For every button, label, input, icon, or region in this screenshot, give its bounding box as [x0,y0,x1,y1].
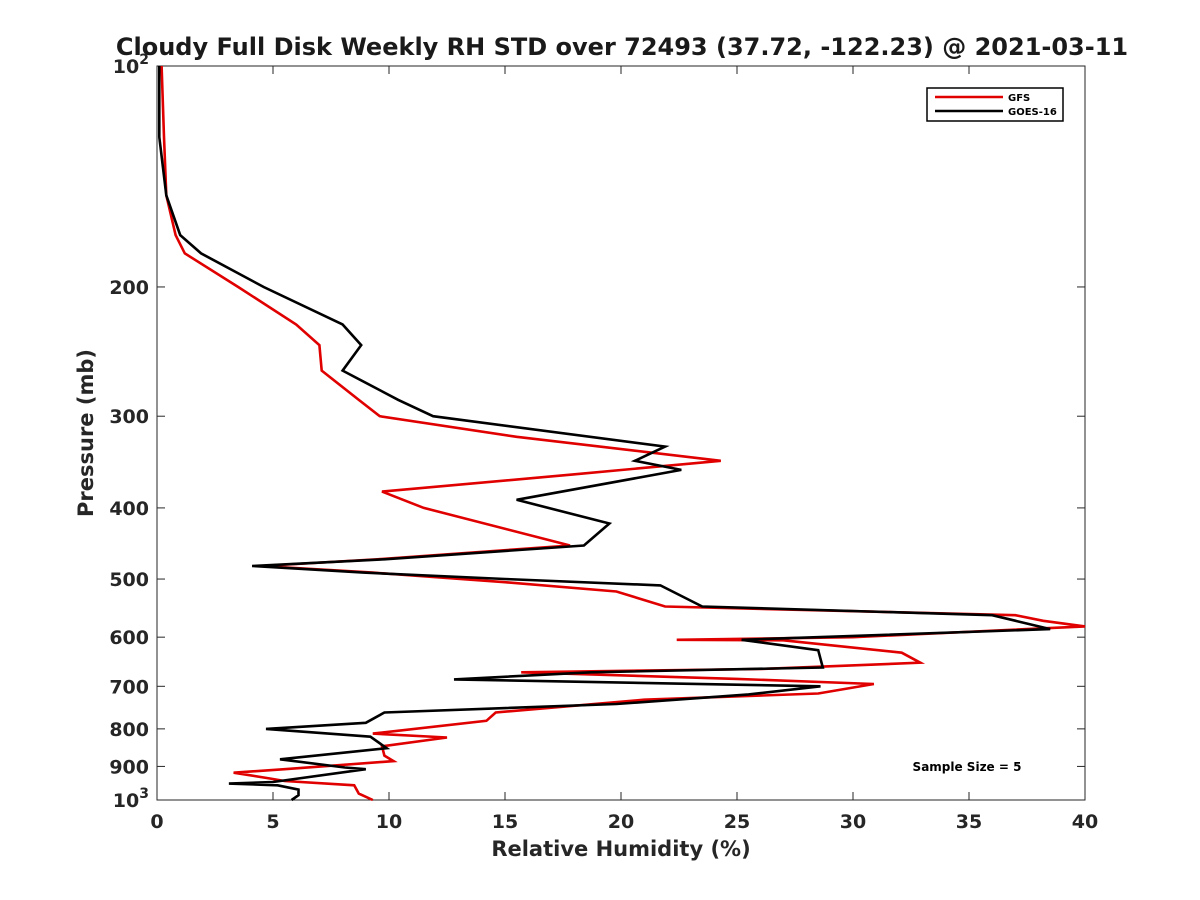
y-tick-label: 600 [109,627,149,649]
y-tick-label-base: 700 [109,676,149,698]
legend: GFS GOES-16 [926,87,1064,122]
y-tick-label-base: 10 [113,56,139,78]
y-tick-label-base: 300 [109,406,149,428]
x-tick-label: 0 [150,811,163,833]
y-tick-label: 700 [109,676,149,698]
series-line-goes16 [158,66,1051,802]
y-tick-label: 800 [109,719,149,741]
y-tick-label: 200 [109,277,149,299]
sample-size-annotation: Sample Size = 5 [913,760,1022,774]
x-tick-label: 10 [376,811,402,833]
legend-label-gfs: GFS [1008,93,1030,104]
y-tick-label-base: 600 [109,627,149,649]
x-axis: 0 5 10 15 20 25 30 35 40 [150,66,1098,833]
x-tick-label: 25 [724,811,750,833]
y-tick-label-base: 900 [109,756,149,778]
x-tick-label: 5 [266,811,279,833]
y-tick-label-base: 400 [109,498,149,520]
chart-title: Cloudy Full Disk Weekly RH STD over 7249… [116,33,1128,61]
y-tick-label-exponent: 2 [139,52,149,68]
y-tick-label: 400 [109,498,149,520]
plot-frame [156,65,1086,801]
series-line-gfs [160,65,1086,802]
y-tick-label-base: 500 [109,569,149,591]
y-tick-label: 103 [113,786,149,812]
y-axis-label: Pressure (mb) [74,349,98,517]
y-tick-label: 102 [113,52,149,78]
y-tick-label: 500 [109,569,149,591]
y-tick-label: 900 [109,756,149,778]
y-tick-label-base: 800 [109,719,149,741]
x-tick-label: 30 [840,811,866,833]
series-layer [158,65,1086,802]
y-tick-label-base: 10 [113,790,139,812]
y-tick-label: 300 [109,406,149,428]
x-tick-label: 20 [608,811,634,833]
y-tick-label-exponent: 3 [139,786,149,802]
x-axis-label: Relative Humidity (%) [491,837,750,861]
x-tick-label: 35 [956,811,982,833]
x-tick-label: 40 [1072,811,1098,833]
legend-box [926,87,1064,122]
x-tick-label: 15 [492,811,518,833]
legend-label-goes16: GOES-16 [1008,107,1057,118]
y-tick-label-base: 200 [109,277,149,299]
